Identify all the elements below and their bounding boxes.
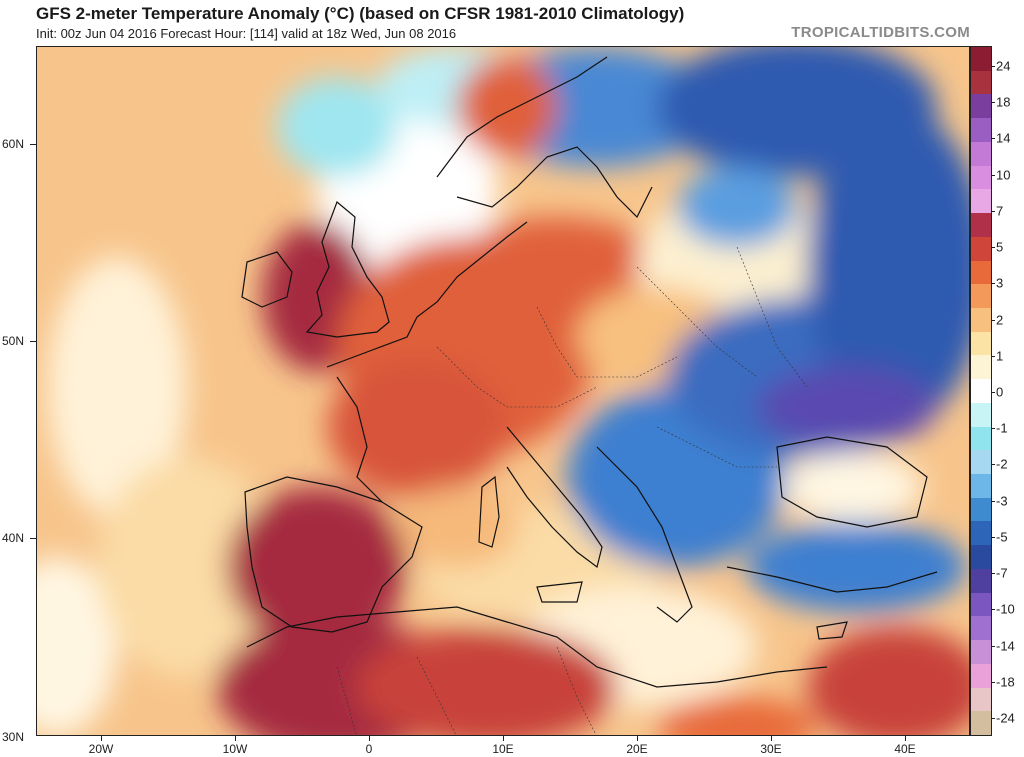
colorbar-label: 2 xyxy=(996,312,1004,328)
lon-tick xyxy=(503,736,504,741)
lat-tick xyxy=(30,144,36,145)
colorbar-label: -3 xyxy=(996,493,1008,509)
colorbar-label: -18 xyxy=(996,674,1015,690)
temperature-anomaly-map xyxy=(36,46,970,736)
map-subtitle: Init: 00z Jun 04 2016 Forecast Hour: [11… xyxy=(36,26,457,41)
colorbar-cell xyxy=(971,379,991,404)
colorbar-cell xyxy=(971,118,991,143)
colorbar-cell xyxy=(971,426,991,451)
colorbar-cell xyxy=(971,260,991,285)
colorbar-cell xyxy=(971,663,991,689)
colorbar-label: 24 xyxy=(996,58,1011,74)
colorbar-tick xyxy=(992,138,995,140)
country-borders xyxy=(336,246,808,735)
colorbar-cell xyxy=(971,687,991,712)
colorbar-cell xyxy=(971,568,991,594)
colorbar-cell xyxy=(971,592,991,617)
lat-tick xyxy=(30,538,36,539)
lat-label-50n: 50N xyxy=(2,334,25,348)
colorbar-label: -14 xyxy=(996,638,1015,654)
colorbar-tick xyxy=(992,464,995,466)
colorbar-cell xyxy=(971,189,991,214)
coastlines xyxy=(241,56,938,688)
colorbar-cell xyxy=(971,521,991,546)
map-title: GFS 2-meter Temperature Anomaly (°C) (ba… xyxy=(36,4,685,23)
colorbar-label: 10 xyxy=(996,167,1011,183)
colorbar-tick xyxy=(992,645,995,647)
colorbar-tick xyxy=(992,573,995,575)
colorbar-label: 0 xyxy=(996,384,1004,400)
colorbar-tick xyxy=(992,283,995,285)
lat-label-40n: 40N xyxy=(2,531,25,545)
colorbar-tick xyxy=(992,355,995,357)
colorbar-cell xyxy=(971,402,991,428)
colorbar-cell xyxy=(971,94,991,119)
colorbar-cell xyxy=(971,616,991,641)
colorbar-tick xyxy=(992,319,995,321)
colorbar-tick xyxy=(992,392,995,393)
colorbar-cell xyxy=(971,640,991,665)
colorbar-cell xyxy=(971,355,991,380)
colorbar-tick xyxy=(992,174,995,176)
colorbar-tick xyxy=(992,102,995,104)
lon-tick xyxy=(369,736,370,741)
colorbar-tick xyxy=(992,428,995,430)
colorbar-cell xyxy=(971,70,991,95)
lon-label-30e: 30E xyxy=(760,742,782,756)
lon-label-10e: 10E xyxy=(492,742,514,756)
lon-tick xyxy=(235,736,236,741)
lon-tick xyxy=(905,736,906,741)
colorbar-label: 7 xyxy=(996,203,1004,219)
colorbar-label: 5 xyxy=(996,239,1004,255)
lon-label-20w: 20W xyxy=(88,742,114,756)
colorbar-label: -5 xyxy=(996,529,1008,545)
colorbar-tick xyxy=(992,536,995,538)
colorbar-tick xyxy=(992,609,995,611)
lon-label-0: 0 xyxy=(365,742,373,756)
colorbar-cell xyxy=(971,165,991,190)
colorbar-cell xyxy=(971,545,991,570)
brand-watermark: TROPICALTIDBITS.COM xyxy=(791,24,970,41)
colorbar-cell xyxy=(971,213,991,238)
colorbar-tick xyxy=(992,210,995,212)
lon-tick xyxy=(101,736,102,741)
colorbar-cell xyxy=(971,711,991,736)
colorbar-label: -2 xyxy=(996,456,1008,472)
colorbar-cell xyxy=(971,450,991,475)
colorbar-cell xyxy=(971,497,991,522)
colorbar-label: -24 xyxy=(996,710,1015,726)
colorbar-tick xyxy=(992,247,995,249)
colorbar-label: 3 xyxy=(996,275,1004,291)
lon-label-20e: 20E xyxy=(626,742,648,756)
anomaly-field xyxy=(37,47,969,735)
lat-label-60n: 60N xyxy=(2,137,25,151)
lat-tick xyxy=(30,341,36,342)
header: GFS 2-meter Temperature Anomaly (°C) (ba… xyxy=(0,0,1024,46)
map-canvas xyxy=(37,47,969,735)
colorbar-label: -10 xyxy=(996,601,1015,617)
colorbar-cell xyxy=(971,284,991,309)
lon-tick xyxy=(771,736,772,741)
colorbar-label: -7 xyxy=(996,565,1008,581)
colorbar xyxy=(970,46,992,736)
colorbar-cell xyxy=(971,474,991,499)
colorbar-cell xyxy=(971,307,991,333)
lat-label-30n: 30N xyxy=(2,730,25,744)
lon-tick xyxy=(637,736,638,741)
colorbar-label: 18 xyxy=(996,94,1011,110)
colorbar-cell xyxy=(971,141,991,167)
colorbar-cell xyxy=(971,236,991,261)
colorbar-tick xyxy=(992,681,995,683)
colorbar-cell xyxy=(971,47,991,72)
colorbar-label: -1 xyxy=(996,420,1008,436)
colorbar-tick xyxy=(992,66,995,67)
colorbar-cell xyxy=(971,331,991,356)
lon-label-40e: 40E xyxy=(894,742,916,756)
colorbar-tick xyxy=(992,718,995,719)
lon-label-10w: 10W xyxy=(222,742,248,756)
colorbar-label: 14 xyxy=(996,130,1011,146)
colorbar-label: 1 xyxy=(996,348,1004,364)
colorbar-tick xyxy=(992,500,995,502)
